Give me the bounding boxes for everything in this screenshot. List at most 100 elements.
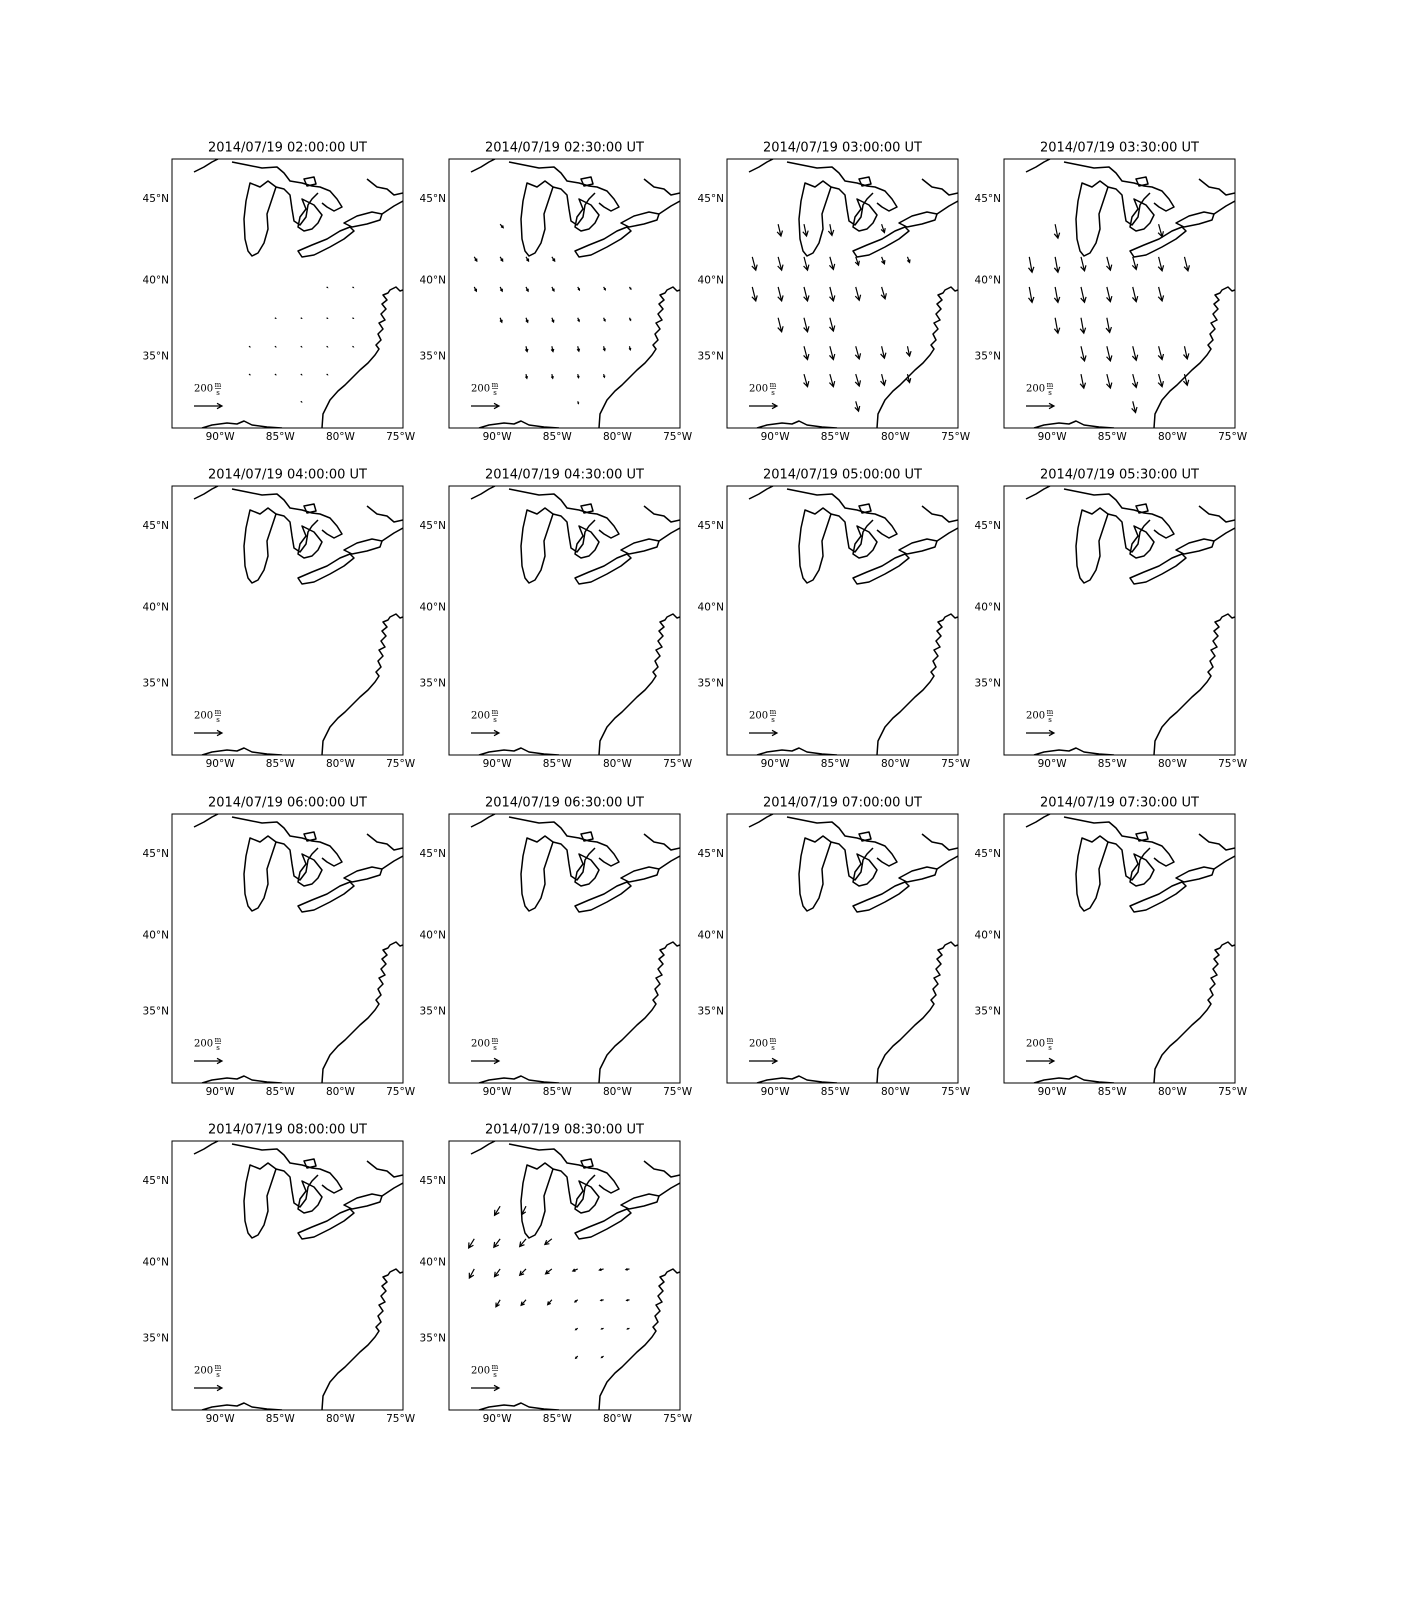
wind-arrow — [521, 1205, 527, 1216]
wind-arrow — [626, 1327, 630, 1330]
x-tick-label: 85°W — [266, 1413, 296, 1425]
x-tick-label: 90°W — [1038, 431, 1068, 443]
wind-arrow — [1183, 346, 1190, 361]
y-tick-label: 45°N — [975, 848, 1001, 860]
coastline — [470, 1141, 680, 1410]
y-tick-label: 45°N — [698, 848, 724, 860]
wind-arrow — [598, 1268, 604, 1272]
wind-arrow — [576, 346, 581, 353]
x-tick-label: 80°W — [603, 1086, 633, 1098]
wind-arrow — [625, 1299, 630, 1302]
x-tick-label: 75°W — [941, 1086, 971, 1098]
wind-arrow — [525, 286, 529, 293]
wind-arrow — [543, 1238, 553, 1246]
wind-arrow — [551, 286, 555, 292]
map-frame — [448, 158, 681, 429]
wind-arrow — [520, 1299, 527, 1307]
x-tick-label: 75°W — [1218, 1086, 1248, 1098]
x-tick-label: 90°W — [761, 1086, 791, 1098]
wind-arrow — [1080, 256, 1087, 273]
wind-arrow — [352, 345, 355, 348]
map-content — [1025, 486, 1235, 755]
y-tick-label: 35°N — [420, 678, 446, 690]
key-arrow — [194, 729, 224, 737]
key-arrow — [749, 402, 779, 410]
map-frame — [171, 1140, 404, 1411]
wind-arrow — [1157, 346, 1165, 361]
wind-arrow — [1105, 317, 1113, 334]
x-tick-label: 85°W — [821, 758, 851, 770]
wind-arrow — [751, 286, 758, 303]
wind-arrow — [300, 373, 303, 376]
key-value: 200 — [194, 1039, 213, 1050]
coastline — [470, 486, 680, 755]
wind-arrow — [828, 256, 836, 271]
x-tick-label: 80°W — [326, 431, 356, 443]
y-tick-label: 40°N — [143, 275, 169, 287]
x-tick-label: 80°W — [603, 758, 633, 770]
key-unit-num: m — [215, 1363, 222, 1371]
key-unit-num: m — [1047, 708, 1054, 716]
x-tick-label: 90°W — [483, 1413, 513, 1425]
y-tick-label: 40°N — [420, 602, 446, 614]
map-content — [468, 1141, 680, 1410]
wind-arrow — [854, 286, 862, 302]
wind-arrow — [829, 317, 836, 333]
key-unit-den: s — [771, 716, 775, 724]
key-unit-den: s — [493, 1044, 497, 1052]
x-tick-label: 80°W — [326, 1413, 356, 1425]
y-tick-label: 40°N — [698, 602, 724, 614]
x-tick-label: 80°W — [1158, 1086, 1188, 1098]
wind-arrow — [473, 256, 478, 263]
y-tick-label: 35°N — [698, 678, 724, 690]
x-tick-label: 75°W — [663, 758, 693, 770]
wind-arrow — [274, 345, 277, 348]
key-unit-den: s — [216, 1044, 220, 1052]
map-panel: 2014/07/19 05:30:00 UT 90°W 85°W 80°W 75°W 35… — [975, 468, 1248, 771]
x-tick-label: 75°W — [941, 758, 971, 770]
wind-arrow — [1157, 256, 1165, 273]
map-content — [193, 1141, 403, 1410]
map-content — [748, 814, 958, 1083]
wind-arrow — [499, 256, 504, 263]
panel-title: 2014/07/19 02:00:00 UT — [208, 141, 367, 156]
y-tick-label: 45°N — [420, 1175, 446, 1187]
wind-arrow — [326, 286, 329, 289]
key-arrow — [471, 1384, 501, 1392]
wind-arrow — [854, 346, 862, 361]
y-tick-label: 40°N — [420, 275, 446, 287]
x-tick-label: 80°W — [881, 758, 911, 770]
x-tick-label: 80°W — [603, 431, 633, 443]
wind-arrow — [829, 286, 836, 303]
key-arrow — [471, 729, 501, 737]
map-frame — [448, 1140, 681, 1411]
y-tick-label: 45°N — [420, 193, 446, 205]
key-value: 200 — [471, 384, 490, 395]
panel-title: 2014/07/19 03:00:00 UT — [763, 141, 922, 156]
wind-arrow — [905, 346, 912, 358]
wind-arrow — [551, 256, 556, 263]
key-unit-den: s — [771, 389, 775, 397]
coastline — [1025, 814, 1235, 1083]
panel-title: 2014/07/19 04:30:00 UT — [485, 468, 644, 483]
key-arrow — [1026, 729, 1056, 737]
x-tick-label: 75°W — [386, 1086, 416, 1098]
wind-arrow — [1106, 256, 1113, 272]
wind-arrow — [1080, 346, 1087, 363]
wind-arrow — [248, 345, 251, 348]
map-panel: 2014/07/19 07:00:00 UT 90°W 85°W 80°W 75°W 35… — [698, 796, 971, 1099]
x-tick-label: 75°W — [386, 431, 416, 443]
wind-arrow — [1053, 224, 1061, 240]
x-tick-label: 80°W — [1158, 758, 1188, 770]
wind-arrow — [906, 373, 912, 384]
key-unit-num: m — [492, 1036, 499, 1044]
wind-arrow — [577, 401, 580, 405]
key-arrow — [1026, 402, 1056, 410]
wind-arrow — [880, 373, 887, 387]
coastline — [193, 486, 403, 755]
coastline — [1025, 159, 1235, 428]
wind-arrow — [776, 224, 784, 238]
key-unit-num: m — [215, 381, 222, 389]
wind-arrow — [880, 346, 887, 360]
